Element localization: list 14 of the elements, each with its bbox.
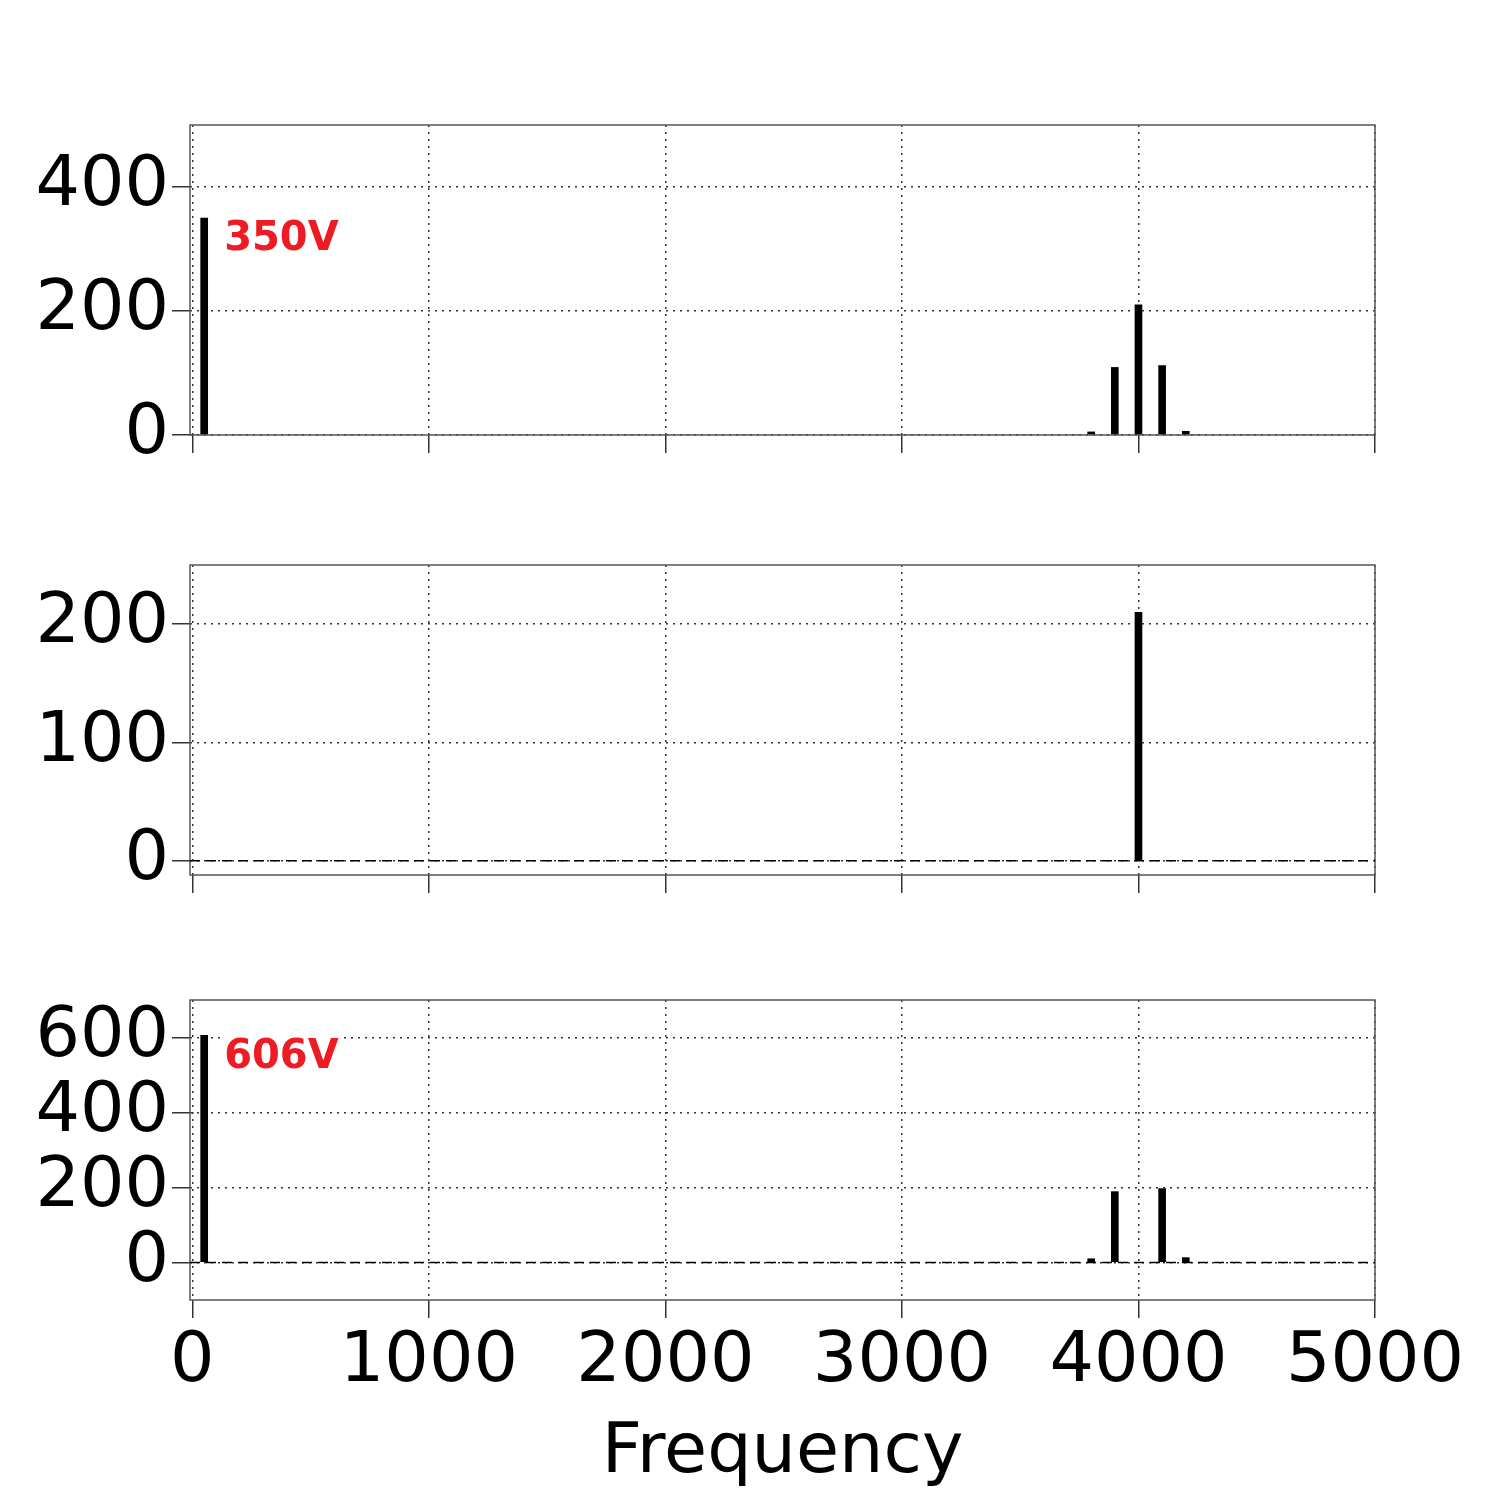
y-tick-label: 0 [124,388,169,471]
x-tick-label: 5000 [1285,1316,1465,1399]
annotation: 606V [224,1030,339,1077]
y-tick-label: 400 [35,140,169,223]
y-tick-label: 200 [35,577,169,660]
x-tick-label: 2000 [576,1316,755,1399]
x-axis-title: Frequency [601,1407,964,1490]
y-tick-label: 200 [35,264,169,347]
y-tick-label: 100 [35,695,169,778]
x-tick-label: 4000 [1049,1316,1228,1399]
x-tick-label: 3000 [812,1316,992,1399]
x-tick-label: 1000 [339,1316,518,1399]
annotation: 350V [224,213,339,260]
y-tick-label: 0 [124,813,169,896]
